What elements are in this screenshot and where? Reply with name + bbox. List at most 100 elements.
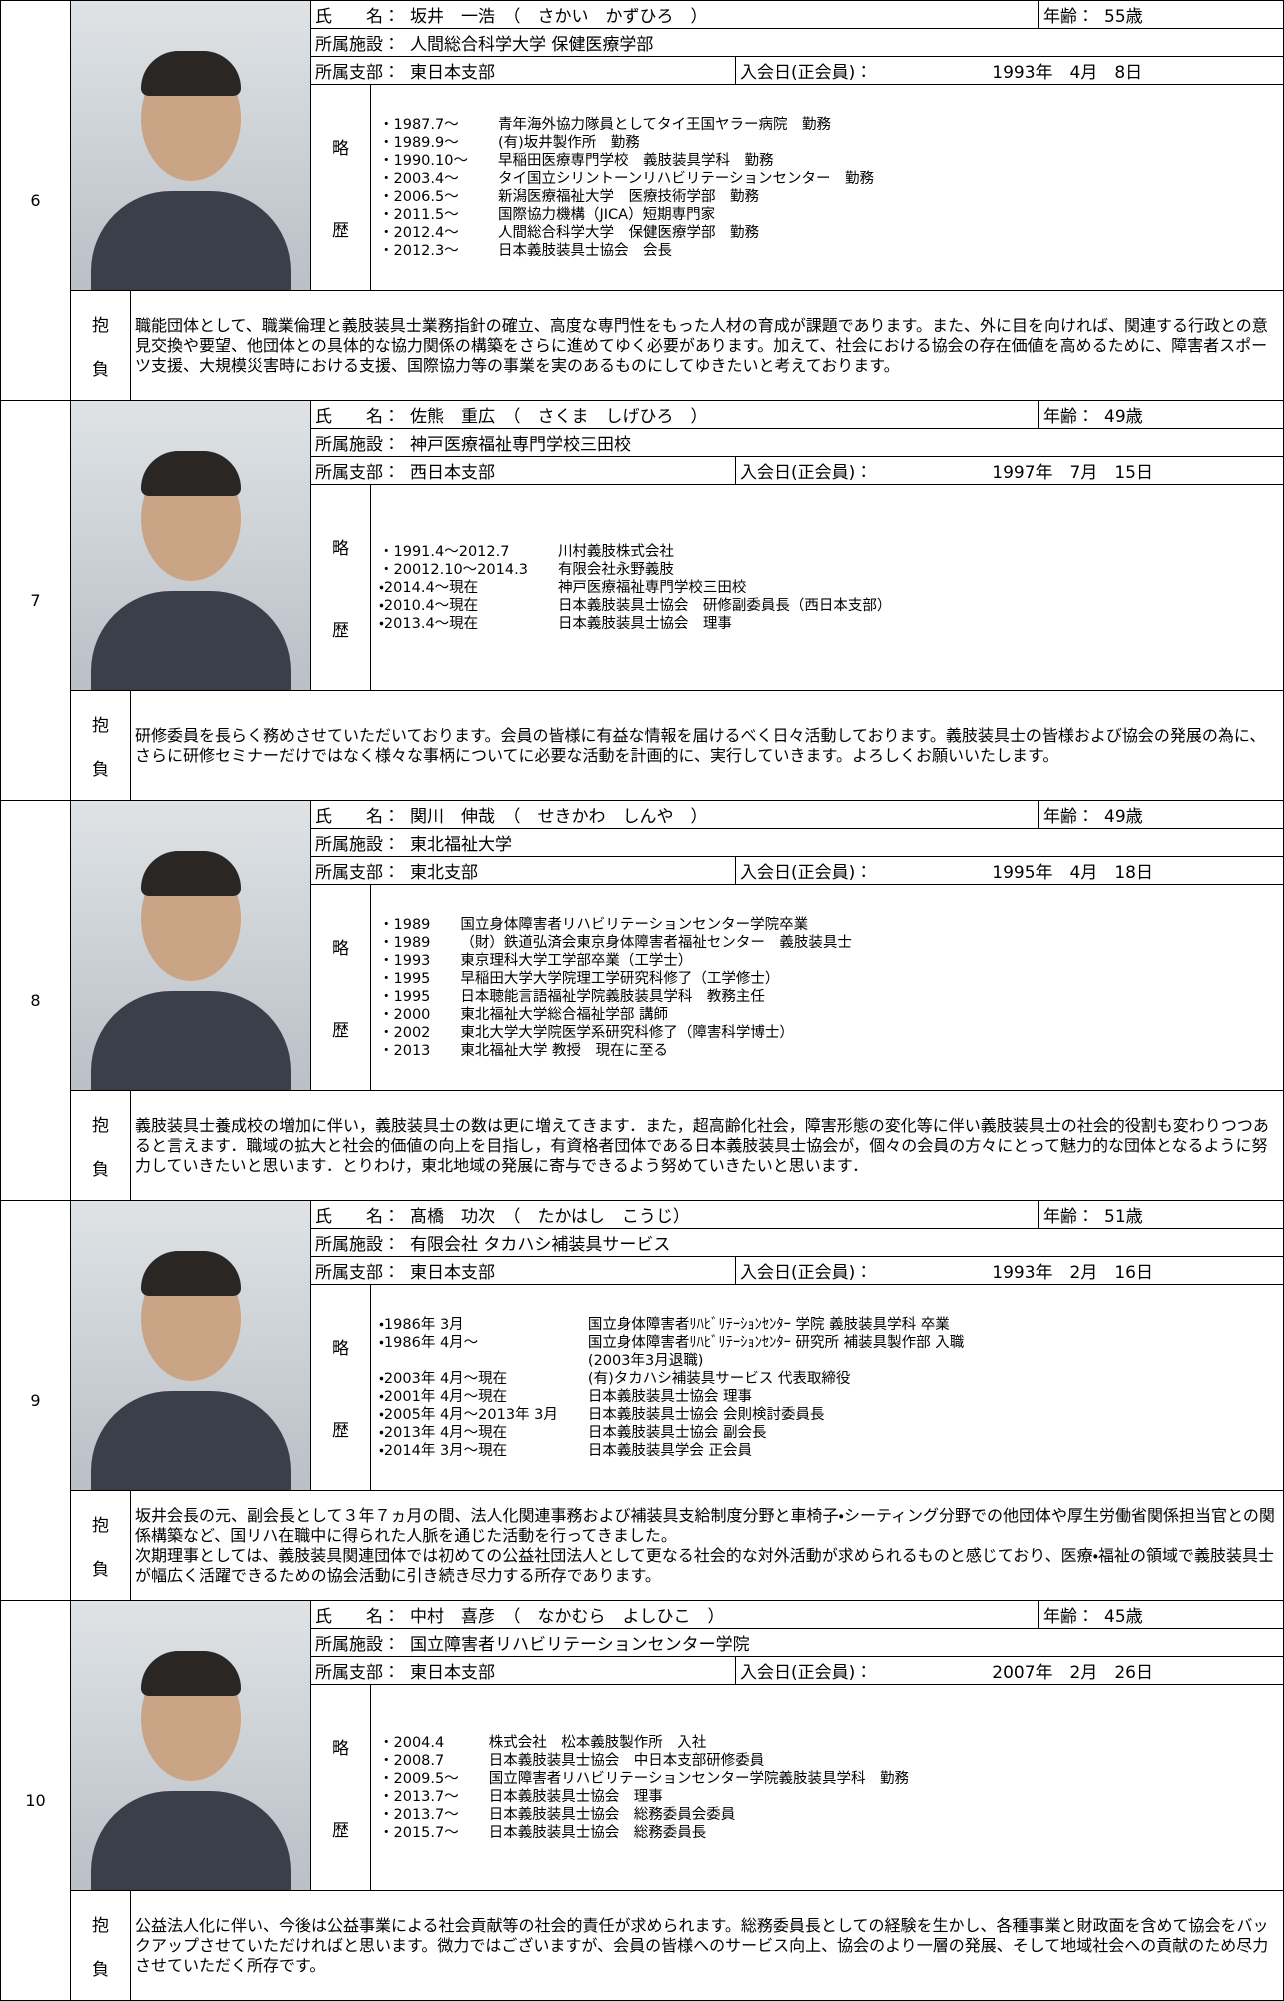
history-text: 神戸医療福祉専門学校三田校: [557, 579, 747, 596]
history-text: 日本義肢装具士協会 会則検討委員長: [587, 1406, 825, 1423]
history-text: 日本義肢装具士協会 総務委員会委員: [488, 1806, 736, 1823]
join-cell: 入会日(正会員)： 1993年 4月 8日: [735, 56, 1284, 85]
history-text: 国立身体障害者ﾘﾊﾋﾞﾘﾃｰｼｮﾝｾﾝﾀｰ 研究所 補装具製作部 入職 (200…: [587, 1334, 965, 1369]
history-text: 株式会社 松本義肢製作所 入社: [488, 1734, 707, 1751]
history-date: ・2009.5～: [379, 1770, 459, 1787]
branch-row: 所属支部： 東日本支部: [310, 1256, 736, 1285]
join-date: 1997年 7月 15日: [992, 463, 1153, 483]
label: 年齢：: [1043, 407, 1094, 427]
age: 55歳: [1104, 7, 1143, 27]
history-text: 日本義肢装具士協会 研修副委員長（西日本支部）: [557, 597, 892, 614]
facility-row: 所属施設： 東北福祉大学: [310, 828, 1284, 857]
number: 6: [30, 191, 41, 210]
label: 負: [92, 1560, 109, 1581]
history-date: ・1986年 3月: [379, 1316, 464, 1333]
age: 49歳: [1104, 407, 1143, 427]
history-date: ・2013: [379, 1042, 431, 1059]
label: 略: [332, 1738, 349, 1759]
label: 抱: [92, 1915, 109, 1936]
history-text: 有限会社永野義肢: [557, 561, 674, 578]
history: ・1987.7～ 青年海外協力隊員としてタイ王国ヤラー病院 勤務 ・1989.9～ (…: [370, 84, 1284, 291]
name: 佐熊 重広 （ さくま しげひろ ）: [410, 407, 708, 427]
aspiration: 公益法人化に伴い、今後は公益事業による社会貢献等の社会的責任が求められます。総務…: [130, 1890, 1284, 2001]
label: 負: [92, 760, 109, 781]
label: 略: [332, 538, 349, 559]
age: 49歳: [1104, 807, 1143, 827]
name-row: 氏 名： 髙橋 功次 （ たかはし こうじ）: [310, 1200, 1039, 1229]
branch: 西日本支部: [410, 463, 495, 483]
age-cell: 年齢： 55歳: [1038, 0, 1284, 29]
label: 略: [332, 138, 349, 159]
branch-row: 所属支部： 東日本支部: [310, 56, 736, 85]
number: 8: [30, 991, 41, 1010]
join-cell: 入会日(正会員)： 1995年 4月 18日: [735, 856, 1284, 885]
aspiration-text: 研修委員を長らく務めさせていただいております。会員の皆様に有益な情報を届けるべく…: [135, 725, 1266, 765]
label: 所属施設：: [315, 35, 400, 55]
photo-hair: [141, 1651, 241, 1696]
history-date: ・1989: [379, 934, 431, 951]
number: 9: [30, 1391, 41, 1410]
photo: [70, 400, 311, 691]
history-text: 国際協力機構（JICA）短期専門家: [497, 206, 716, 223]
history-text: タイ国立シリントーンリハビリテーションセンター 勤務: [497, 170, 874, 187]
label: 歴: [332, 221, 349, 242]
aspiration: 坂井会長の元、副会長として３年７ヵ月の間、法人化関連事務および補装具支給制度分野…: [130, 1490, 1284, 1601]
name: 中村 喜彦 （ なかむら よしひこ ）: [410, 1607, 725, 1627]
aspiration: 義肢装具士養成校の増加に伴い，義肢装具士の数は更に増えてきます．また，超高齢化社…: [130, 1090, 1284, 1201]
aspiration-text: 義肢装具士養成校の増加に伴い，義肢装具士の数は更に増えてきます．また，超高齢化社…: [135, 1115, 1269, 1175]
history-date: ・1989.9～: [379, 134, 459, 151]
history-text: 日本義肢装具士協会 理事: [587, 1388, 753, 1405]
age: 51歳: [1104, 1207, 1143, 1227]
history-date: ・20012.10～2014.3: [379, 561, 528, 578]
history-label: 略歴: [310, 1684, 371, 1891]
history-date: ・2003.4～: [379, 170, 459, 187]
history-date: ・2011.5～: [379, 206, 459, 223]
photo: [70, 1200, 311, 1491]
history-text: 日本義肢装具士協会 理事: [557, 615, 732, 632]
label: 氏 名：: [315, 1607, 400, 1627]
entry-number: 8: [0, 800, 71, 1201]
join-cell: 入会日(正会員)： 2007年 2月 26日: [735, 1656, 1284, 1685]
entry-number: 10: [0, 1600, 71, 2001]
history-date: ・2013.7～: [379, 1788, 459, 1805]
branch: 東日本支部: [410, 1663, 495, 1683]
label: 入会日(正会員)：: [740, 1263, 873, 1283]
facility: 国立障害者リハビリテーションセンター学院: [410, 1635, 750, 1655]
photo: [70, 800, 311, 1091]
label: 略: [332, 938, 349, 959]
label: 入会日(正会員)：: [740, 463, 873, 483]
history-text: 東北福祉大学 教授 現在に至る: [460, 1042, 669, 1059]
name: 髙橋 功次 （ たかはし こうじ）: [410, 1207, 690, 1227]
label: 氏 名：: [315, 1207, 400, 1227]
label: 歴: [332, 621, 349, 642]
history-text: 日本義肢装具士協会 総務委員長: [488, 1824, 707, 1841]
name: 坂井 一浩 （ さかい かずひろ ）: [410, 7, 708, 27]
label: 所属施設：: [315, 835, 400, 855]
label: 抱: [92, 715, 109, 736]
label: 抱: [92, 315, 109, 336]
label: 所属施設：: [315, 435, 400, 455]
history-date: ・1987.7～: [379, 116, 459, 133]
join-cell: 入会日(正会員)： 1997年 7月 15日: [735, 456, 1284, 485]
history-date: ・2013.4～現在: [379, 615, 479, 632]
label: 負: [92, 1960, 109, 1981]
history-text: 日本聴能言語福祉学院義肢装具学科 教務主任: [460, 988, 765, 1005]
label: 年齢：: [1043, 807, 1094, 827]
aspiration-label: 抱負: [70, 1490, 131, 1601]
label: 歴: [332, 1421, 349, 1442]
history-text: 東北大学大学院医学系研究科修了（障害科学博士）: [460, 1024, 794, 1041]
aspiration-label: 抱負: [70, 690, 131, 801]
entry-number: 6: [0, 0, 71, 401]
aspiration-label: 抱負: [70, 290, 131, 401]
join-cell: 入会日(正会員)： 1993年 2月 16日: [735, 1256, 1284, 1285]
history-label: 略歴: [310, 1284, 371, 1491]
label: 負: [92, 1160, 109, 1181]
label: 入会日(正会員)：: [740, 63, 873, 83]
label: 所属支部：: [315, 1663, 400, 1683]
name-row: 氏 名： 中村 喜彦 （ なかむら よしひこ ）: [310, 1600, 1039, 1629]
branch: 東日本支部: [410, 63, 495, 83]
photo-body: [91, 1391, 291, 1490]
photo-hair: [141, 1251, 241, 1296]
branch-row: 所属支部： 西日本支部: [310, 456, 736, 485]
history-text: 早稲田医療専門学校 義肢装具学科 勤務: [497, 152, 774, 169]
